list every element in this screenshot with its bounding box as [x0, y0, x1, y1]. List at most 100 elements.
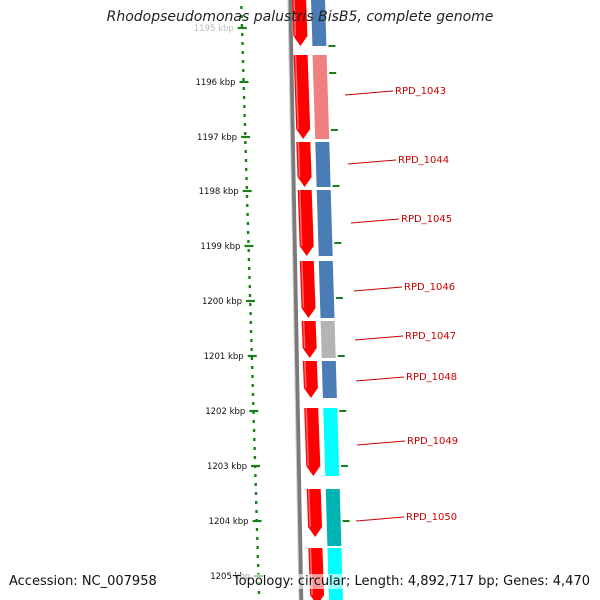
backbone-highlight [287, 0, 300, 600]
ruler-dot [250, 357, 254, 360]
cds-arrow-highlight [293, 0, 297, 37]
ruler-dot [246, 204, 249, 207]
cds-arrow[interactable] [302, 361, 318, 398]
category-track [311, 0, 350, 600]
ruler-label: 1199 kbp [200, 242, 240, 252]
gene-label[interactable]: RPD_1046 [404, 282, 455, 293]
ruler-label: 1201 kbp [204, 352, 244, 362]
ruler-dot [241, 60, 245, 63]
label-leader [353, 286, 403, 292]
ruler-dot [249, 330, 253, 333]
ruler-label: 1197 kbp [197, 133, 237, 143]
ruler-dot [253, 438, 256, 441]
ruler-scale: 1195 kbp 1196 kbp 1197 kbp 1198 kbp 1199 kbp… [194, 6, 264, 594]
ruler-dot [244, 150, 247, 153]
ruler-dot [247, 258, 251, 261]
cds-arrow-highlight [298, 189, 303, 247]
ruler-dot [256, 546, 259, 549]
ruler-dot [242, 96, 246, 99]
ruler-dot [252, 402, 255, 405]
category-band[interactable] [321, 361, 337, 398]
ruler-dot [251, 366, 254, 369]
ruler-dot [245, 177, 248, 180]
gene-label[interactable]: RPD_1043 [395, 86, 446, 97]
gene-label[interactable]: RPD_1044 [398, 155, 449, 166]
label-leader [347, 159, 397, 165]
category-band[interactable] [312, 55, 330, 139]
ruler-dot [252, 429, 256, 432]
ruler-dot [254, 483, 257, 486]
ruler-dot [250, 339, 253, 342]
label-leader [355, 516, 405, 522]
ruler-dot [254, 492, 258, 495]
label-leader [356, 440, 406, 446]
ruler-dot [247, 240, 250, 243]
ruler-dot [248, 285, 251, 288]
ruler-dot [255, 501, 258, 504]
ruler-dot [243, 114, 246, 117]
ruler-dot [240, 15, 243, 18]
cds-arrow-highlight [302, 320, 306, 349]
ruler-dot [244, 141, 247, 144]
cds-track [292, 0, 325, 600]
cds-arrow-highlight [297, 141, 301, 178]
ruler-dot [241, 42, 244, 45]
gene-labels: RPD_1043 RPD_1044 RPD_1045 RPD_1046 RPD_1047… [344, 86, 458, 523]
ruler-label: 1204 kbp [209, 517, 249, 527]
ruler-dot [255, 510, 258, 513]
ruler-dot [246, 231, 250, 234]
ruler-dot [254, 474, 257, 477]
ruler-label: 1205 kbp [210, 572, 250, 582]
ruler-dot [246, 222, 250, 225]
ruler-dot [240, 24, 244, 27]
gene-label[interactable]: RPD_1050 [406, 512, 457, 523]
ruler-label: 1196 kbp [195, 78, 235, 88]
category-band[interactable] [325, 489, 342, 546]
ruler-label: 1195 kbp [194, 24, 234, 34]
ruler-label: 1198 kbp [199, 187, 239, 197]
category-band[interactable] [316, 190, 333, 256]
category-band[interactable] [320, 321, 336, 358]
map-title: Rhodopseudomonas palustris BisB5, comple… [106, 9, 494, 25]
ruler-dot [247, 249, 250, 252]
ruler-label: 1202 kbp [205, 407, 245, 417]
ruler-dot [244, 159, 248, 162]
category-band[interactable] [315, 142, 331, 187]
ruler-dot [249, 312, 252, 315]
ruler-dot [249, 321, 252, 324]
ruler-dot [242, 69, 245, 72]
cds-arrow-highlight [305, 407, 310, 467]
ruler-dot [246, 213, 249, 216]
ruler-dot [243, 105, 246, 108]
cds-arrow[interactable] [301, 321, 317, 358]
ruler-dot [253, 456, 257, 459]
label-leader [350, 218, 400, 224]
ruler-dot [250, 348, 253, 351]
ruler-dot [251, 393, 255, 396]
ruler-dot [245, 195, 249, 198]
gene-label[interactable]: RPD_1049 [407, 436, 458, 447]
category-band[interactable] [311, 0, 327, 46]
ruler-dot [255, 528, 259, 531]
category-band[interactable] [318, 261, 335, 318]
cds-arrow-highlight [304, 360, 307, 389]
ruler-dot [252, 411, 255, 414]
ruler-label: 1203 kbp [207, 462, 247, 472]
ruler-dot [241, 33, 244, 36]
gene-label[interactable]: RPD_1047 [405, 331, 456, 342]
cds-arrow-highlight [307, 488, 311, 528]
ruler-dot [245, 186, 248, 189]
ruler-dot [253, 447, 256, 450]
ruler-dot [256, 555, 259, 558]
ruler-dot [252, 420, 255, 423]
ruler-dot [256, 564, 260, 567]
gene-label[interactable]: RPD_1045 [401, 214, 452, 225]
ruler-dot [242, 78, 245, 81]
ruler-label: 1200 kbp [202, 297, 242, 307]
gene-label[interactable]: RPD_1048 [406, 372, 457, 383]
ruler-dot [244, 132, 247, 135]
category-band[interactable] [323, 408, 340, 476]
ruler-dot [251, 375, 254, 378]
ruler-dot [243, 123, 247, 126]
